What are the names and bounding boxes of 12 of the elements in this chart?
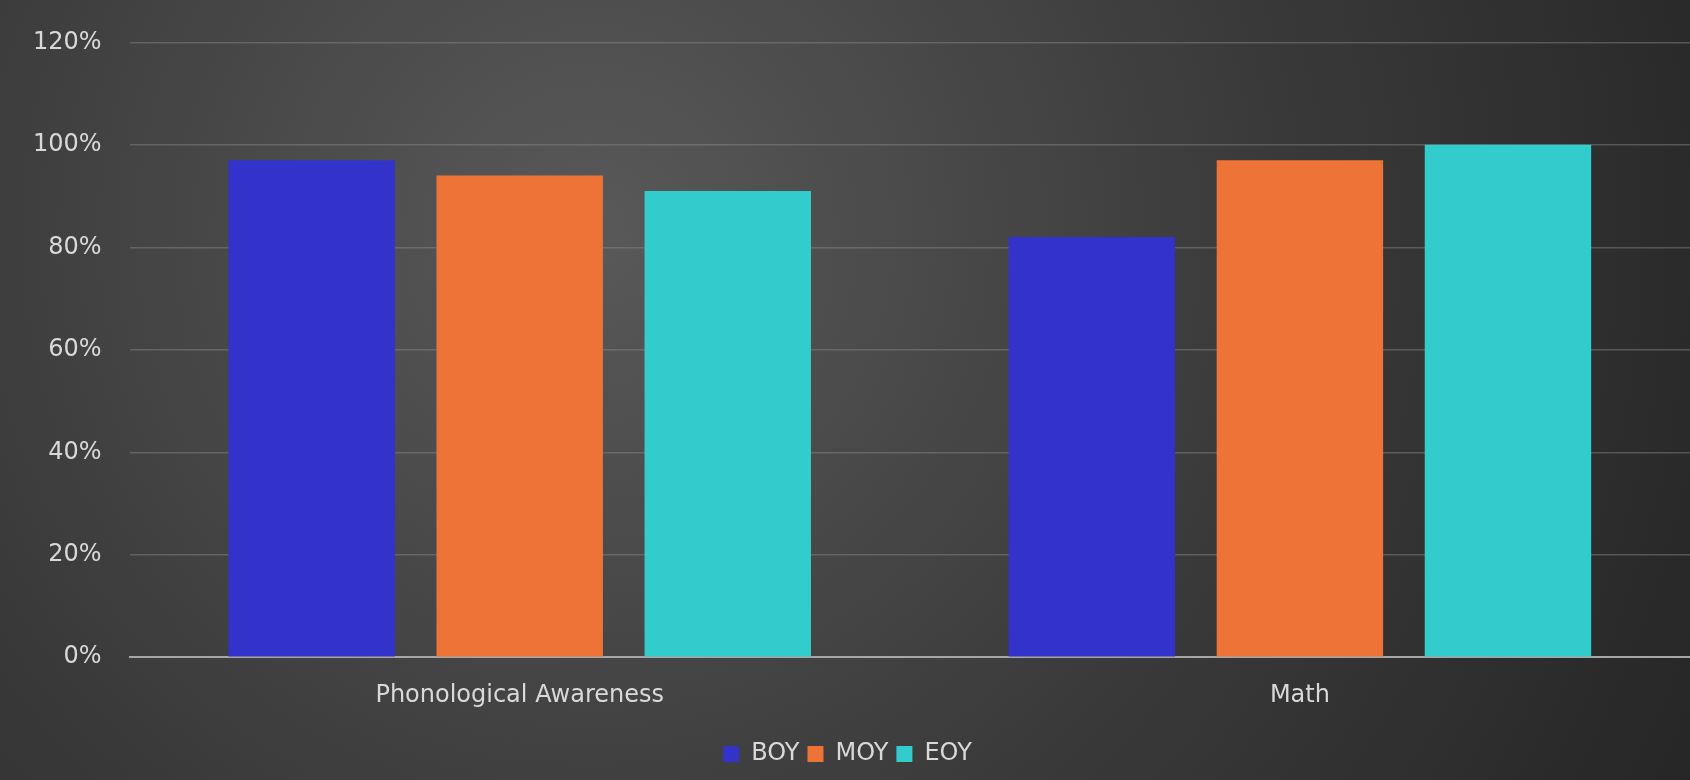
y-tick-label: 0% (63, 641, 102, 670)
x-tick-label: Math (1269, 679, 1330, 708)
y-tick-label: 80% (48, 231, 102, 260)
x-tick-label: Phonological Awareness (375, 679, 665, 708)
y-tick-label: 20% (48, 538, 102, 567)
legend-label: MOY (835, 738, 889, 767)
legend-label: EOY (924, 738, 973, 767)
y-tick-label: 100% (32, 129, 102, 158)
y-tick-label: 60% (48, 334, 102, 363)
legend-label: BOY (751, 738, 800, 767)
y-tick-label: 120% (32, 26, 102, 55)
y-tick-label: 40% (48, 436, 102, 465)
